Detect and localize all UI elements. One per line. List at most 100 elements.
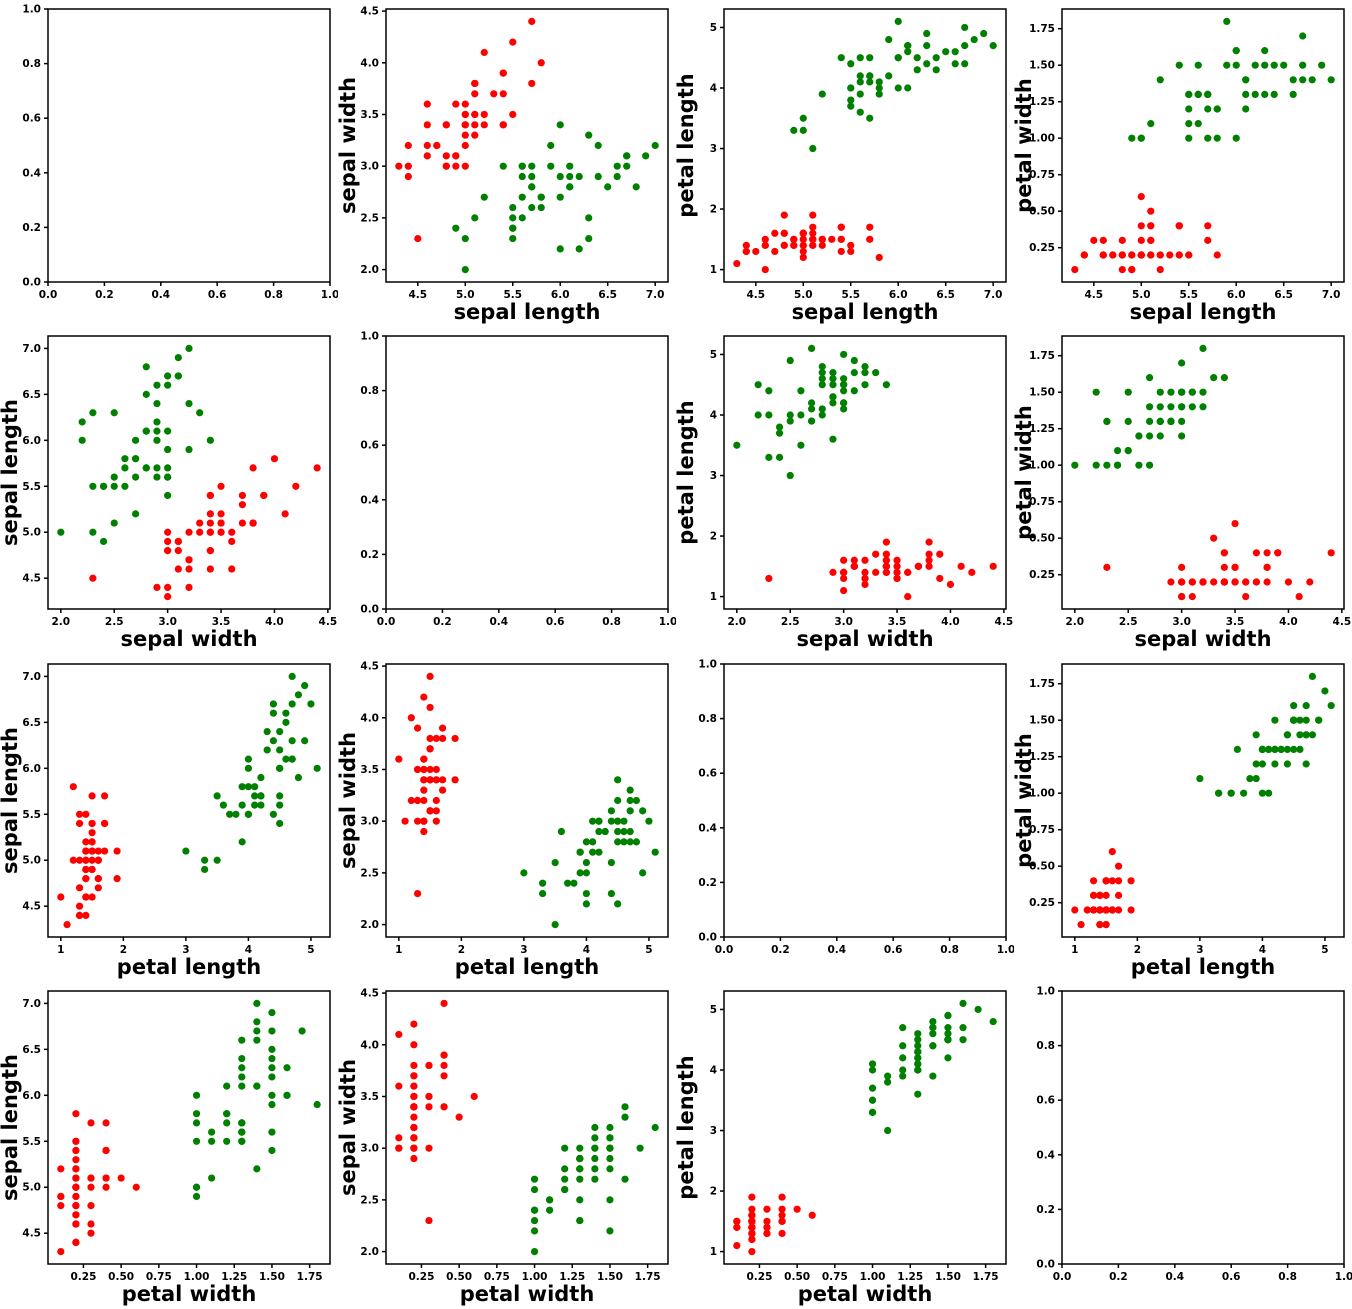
data-point (121, 464, 129, 472)
data-point (102, 1174, 110, 1182)
data-point (219, 801, 227, 809)
y-tick-label: 7.0 (22, 670, 41, 682)
plot-border (47, 8, 331, 283)
data-point (420, 786, 428, 794)
data-point (556, 172, 564, 181)
data-point (632, 837, 641, 845)
data-point (82, 846, 90, 855)
x-tick-label: 4.0 (265, 616, 284, 628)
data-point (313, 764, 321, 772)
data-point (556, 245, 564, 253)
subplot-r1c3: 2.0 2.5 3.0 3.5 4.0 4.5 0.25 0.50 0.75 1.00 1.25 1.… (1014, 327, 1352, 654)
data-point (1252, 730, 1260, 738)
data-point (1199, 345, 1207, 353)
x-axis: 1 2 3 4 5 (57, 936, 315, 956)
data-point (837, 223, 845, 231)
data-point (1315, 716, 1323, 724)
data-point (582, 837, 590, 845)
data-point (518, 214, 526, 222)
data-point (99, 538, 108, 546)
data-point (1145, 418, 1154, 426)
x-tick-label: 1.25 (559, 1271, 585, 1283)
data-point (765, 575, 773, 583)
data-point (786, 411, 794, 419)
y-tick-label: 0.6 (22, 113, 41, 125)
y-tick-label: 4 (710, 410, 717, 422)
subplot-canvas: 0.25 0.50 0.75 1.00 1.25 1.50 1.75 4.5 5.0 5.5 6.0… (0, 990, 331, 1306)
y-axis-label: petal length (676, 401, 698, 545)
data-point (413, 765, 422, 773)
data-point (1242, 76, 1250, 84)
points-green (868, 999, 997, 1134)
data-point (748, 1217, 756, 1225)
points-red (1071, 847, 1135, 928)
data-point (433, 141, 441, 150)
data-point (778, 1205, 786, 1213)
points-red (1071, 193, 1221, 274)
data-point (288, 736, 296, 744)
data-point (576, 1154, 584, 1162)
data-point (253, 999, 261, 1007)
x-tick-label: 1.0 (1335, 1271, 1352, 1283)
data-point (75, 856, 84, 864)
y-tick-label: 0.75 (1029, 169, 1055, 181)
data-point (1147, 251, 1155, 259)
x-tick-label: 0.6 (884, 944, 903, 956)
data-point (404, 172, 412, 181)
x-tick-label: 2.0 (52, 616, 71, 628)
data-point (607, 817, 616, 825)
x-tick-label: 1 (57, 944, 64, 956)
data-point (1185, 134, 1193, 142)
subplot-r2c3: 1 2 3 4 5 0.25 0.50 0.75 1.00 1.25 1.50 1.75 petal l… (1014, 655, 1352, 982)
data-point (131, 455, 140, 463)
data-point (276, 727, 284, 735)
data-point (1114, 891, 1123, 899)
data-point (818, 241, 826, 249)
data-point (868, 1096, 877, 1104)
x-tick-label: 3.0 (1172, 616, 1191, 628)
data-point (528, 203, 536, 212)
data-point (621, 1175, 629, 1183)
data-point (301, 681, 309, 689)
data-point (1194, 120, 1202, 128)
data-point (786, 472, 794, 480)
data-point (818, 411, 826, 419)
data-point (642, 152, 650, 160)
x-tick-label: 6.0 (551, 289, 570, 301)
data-point (57, 1201, 65, 1209)
data-point (1167, 388, 1175, 397)
subplot-canvas: 2.0 2.5 3.0 3.5 4.0 4.5 0.25 0.50 0.75 1.00 1.25 1.… (1014, 335, 1351, 651)
data-point (1099, 251, 1107, 259)
data-point (509, 110, 517, 119)
x-tick-label: 1.0 (997, 944, 1014, 956)
data-point (238, 1063, 246, 1072)
data-point (556, 121, 564, 129)
data-point (1178, 578, 1186, 586)
data-point (613, 172, 621, 181)
x-tick-label: 6.0 (1227, 289, 1246, 301)
data-point (249, 519, 257, 527)
x-tick-label: 3.0 (158, 616, 177, 628)
y-axis-label: petal width (1014, 78, 1036, 213)
data-point (174, 565, 182, 573)
data-point (509, 203, 517, 212)
data-point (614, 837, 622, 845)
y-axis: 0.25 0.50 0.75 1.00 1.25 1.50 1.75 (1029, 350, 1062, 581)
y-tick-label: 2 (710, 1185, 717, 1197)
data-point (1277, 745, 1285, 753)
subplot-canvas: 0.0 0.2 0.4 0.6 0.8 1.0 0.0 0.2 0.4 0.6 0.8 1.0 (22, 4, 338, 302)
data-point (57, 528, 65, 537)
data-point (268, 1008, 276, 1016)
data-point (404, 141, 412, 150)
data-point (547, 141, 555, 150)
data-point (861, 575, 869, 583)
data-point (440, 999, 448, 1007)
data-point (606, 1144, 614, 1152)
data-point (1113, 447, 1122, 455)
data-point (257, 801, 265, 809)
data-point (1233, 745, 1241, 753)
data-point (1090, 236, 1098, 244)
data-point (432, 775, 440, 783)
data-point (607, 889, 616, 897)
points-red (765, 538, 997, 601)
